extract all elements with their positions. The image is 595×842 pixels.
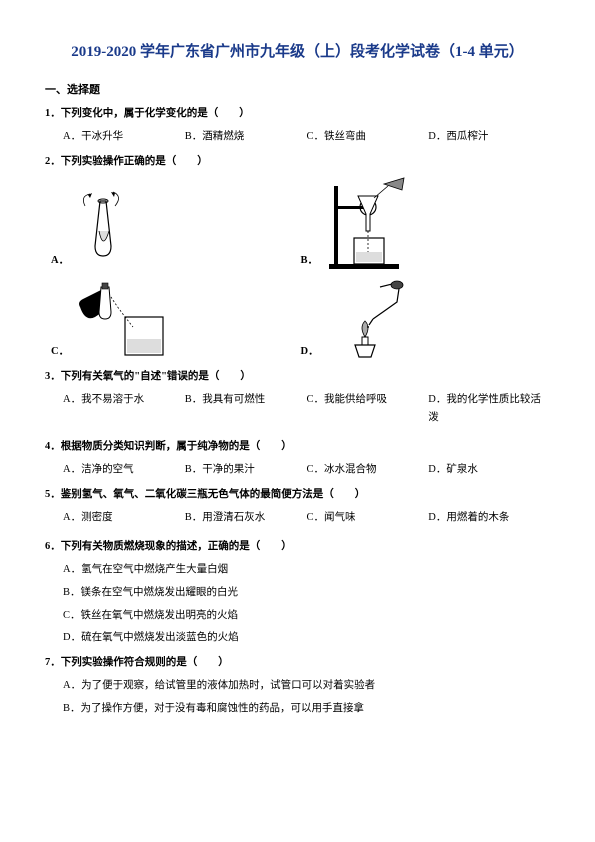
q5-stem: 5．鉴别氢气、氧气、二氧化碳三瓶无色气体的最简便方法是 bbox=[45, 489, 323, 500]
answer-paren: （ ） bbox=[187, 654, 221, 673]
q3-option-b: B．我具有可燃性 bbox=[185, 391, 307, 429]
q2-option-a: A． bbox=[51, 176, 301, 271]
q1-stem: 1．下列变化中，属于化学变化的是 bbox=[45, 108, 208, 119]
q4-option-d: D．矿泉水 bbox=[428, 461, 550, 480]
q2-option-c: C． bbox=[51, 277, 301, 362]
question-3: 3．下列有关氧气的"自述"错误的是（ ） A．我不易溶于水 B．我具有可燃性 C… bbox=[45, 368, 550, 433]
q4-stem: 4．根据物质分类知识判断，属于纯净物的是 bbox=[45, 441, 250, 452]
q2-label-a: A． bbox=[51, 252, 69, 271]
q2-option-b: B． bbox=[301, 176, 551, 271]
q6-option-c: C．铁丝在氧气中燃烧发出明亮的火焰 bbox=[63, 607, 550, 626]
q7-option-b: B．为了操作方便，对于没有毒和腐蚀性的药品，可以用手直接拿 bbox=[63, 700, 550, 719]
question-1: 1．下列变化中，属于化学变化的是（ ） A．干冰升华 B．酒精燃烧 C．铁丝弯曲… bbox=[45, 105, 550, 147]
funnel-stand-icon bbox=[324, 176, 424, 271]
q7-stem: 7．下列实验操作符合规则的是 bbox=[45, 657, 187, 668]
q1-option-b: B．酒精燃烧 bbox=[185, 128, 307, 147]
answer-paren: （ ） bbox=[323, 486, 357, 505]
q2-label-b: B． bbox=[301, 252, 319, 271]
dropper-flame-icon bbox=[325, 277, 425, 362]
q6-option-d: D．硫在氧气中燃烧发出淡蓝色的火焰 bbox=[63, 629, 550, 648]
question-5: 5．鉴别氢气、氧气、二氧化碳三瓶无色气体的最简便方法是（ ） A．测密度 B．用… bbox=[45, 486, 550, 532]
q5-option-b: B．用澄清石灰水 bbox=[185, 509, 307, 528]
q6-option-a: A．氢气在空气中燃烧产生大量白烟 bbox=[63, 561, 550, 580]
q4-option-b: B．干净的果汁 bbox=[185, 461, 307, 480]
q5-option-d: D．用燃着的木条 bbox=[428, 509, 550, 528]
answer-paren: （ ） bbox=[250, 538, 284, 557]
q1-option-c: C．铁丝弯曲 bbox=[307, 128, 429, 147]
test-tube-shake-icon bbox=[75, 186, 145, 271]
question-7: 7．下列实验操作符合规则的是（ ） A．为了便于观察，给试管里的液体加热时，试管… bbox=[45, 654, 550, 719]
q3-stem: 3．下列有关氧气的"自述"错误的是 bbox=[45, 371, 209, 382]
question-2: 2．下列实验操作正确的是（ ） A． B． bbox=[45, 153, 550, 362]
q6-stem: 6．下列有关物质燃烧现象的描述，正确的是 bbox=[45, 541, 250, 552]
answer-paren: （ ） bbox=[250, 438, 284, 457]
q2-stem: 2．下列实验操作正确的是 bbox=[45, 156, 166, 167]
q2-label-d: D． bbox=[301, 343, 319, 362]
q1-option-d: D．西瓜榨汁 bbox=[428, 128, 550, 147]
q2-label-c: C． bbox=[51, 343, 69, 362]
q3-option-a: A．我不易溶于水 bbox=[63, 391, 185, 429]
q7-option-a: A．为了便于观察，给试管里的液体加热时，试管口可以对着实验者 bbox=[63, 677, 550, 696]
question-6: 6．下列有关物质燃烧现象的描述，正确的是（ ） A．氢气在空气中燃烧产生大量白烟… bbox=[45, 538, 550, 648]
question-4: 4．根据物质分类知识判断，属于纯净物的是（ ） A．洁净的空气 B．干净的果汁 … bbox=[45, 438, 550, 480]
q5-option-c: C．闻气味 bbox=[307, 509, 429, 528]
q1-option-a: A．干冰升华 bbox=[63, 128, 185, 147]
exam-title: 2019-2020 学年广东省广州市九年级（上）段考化学试卷（1-4 单元） bbox=[45, 40, 550, 61]
q6-option-b: B．镁条在空气中燃烧发出耀眼的白光 bbox=[63, 584, 550, 603]
q3-option-c: C．我能供给呼吸 bbox=[307, 391, 429, 429]
answer-paren: （ ） bbox=[166, 153, 200, 172]
section-1-header: 一、选择题 bbox=[45, 81, 550, 97]
answer-paren: （ ） bbox=[208, 105, 242, 124]
q3-option-d: D．我的化学性质比较活泼 bbox=[428, 391, 550, 429]
q5-option-a: A．测密度 bbox=[63, 509, 185, 528]
answer-paren: （ ） bbox=[209, 368, 243, 387]
q4-option-a: A．洁净的空气 bbox=[63, 461, 185, 480]
q2-option-d: D． bbox=[301, 277, 551, 362]
pour-liquid-icon bbox=[75, 277, 175, 362]
q4-option-c: C．冰水混合物 bbox=[307, 461, 429, 480]
